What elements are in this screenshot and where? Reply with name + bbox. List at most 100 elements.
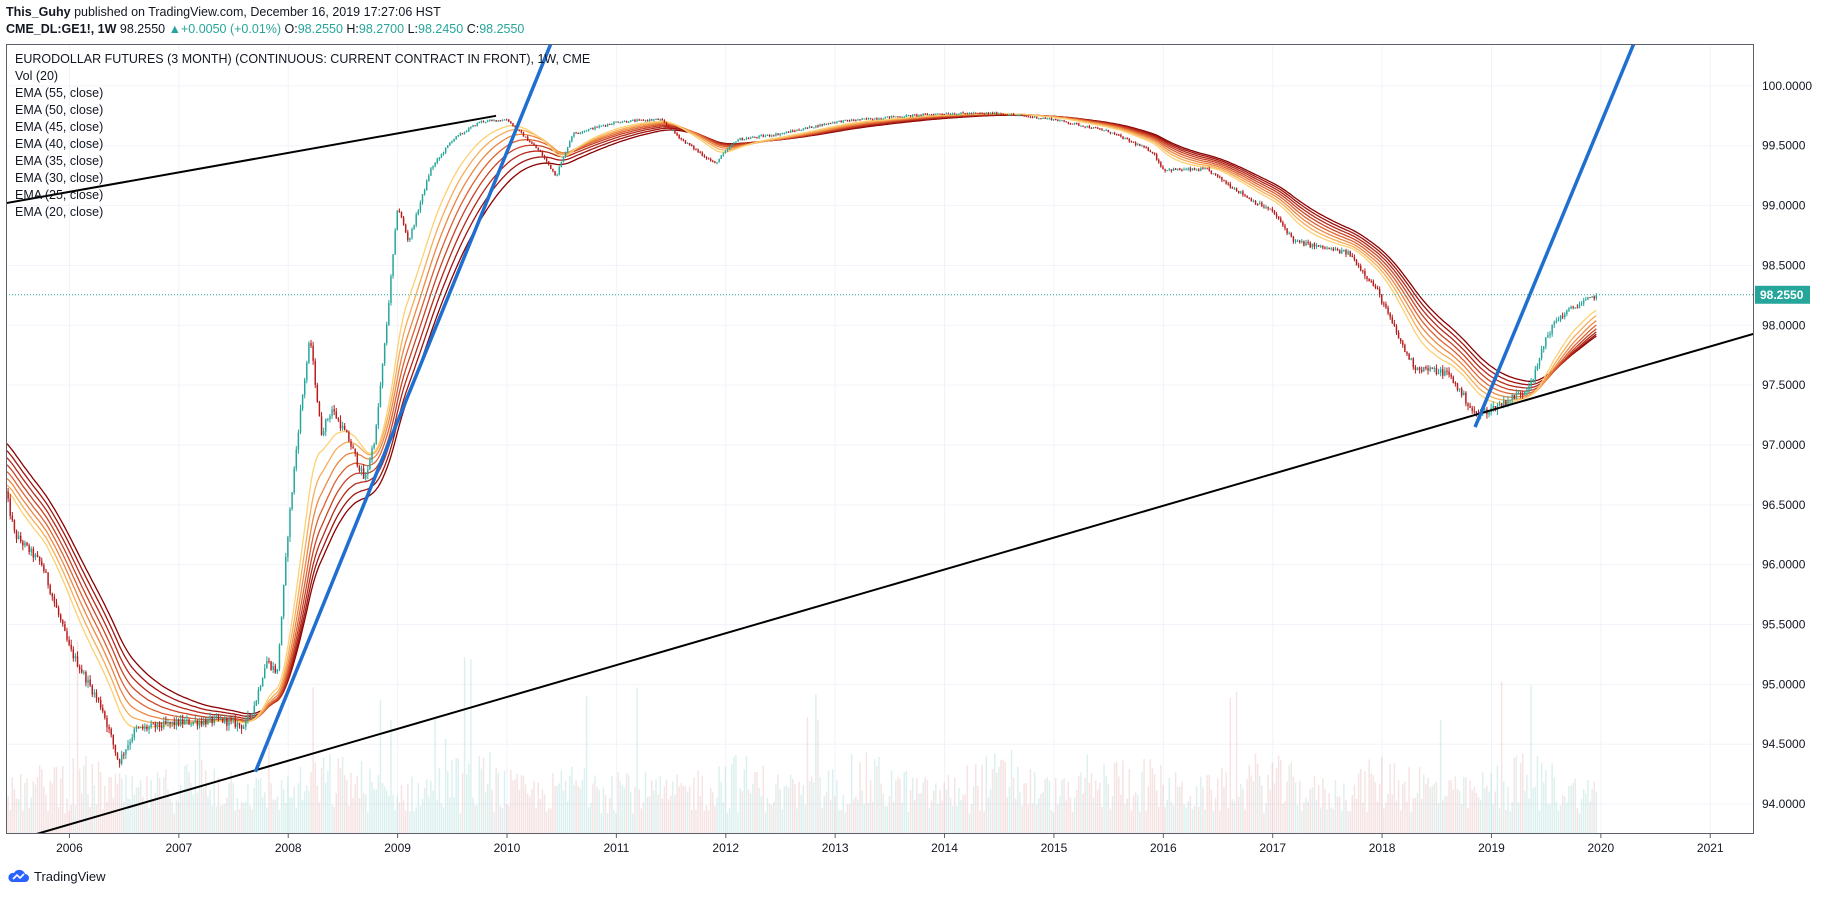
volume-bar bbox=[779, 789, 781, 834]
volume-bar bbox=[825, 791, 828, 834]
y-tick-label: 95.5000 bbox=[1762, 618, 1806, 632]
volume-bar bbox=[1328, 793, 1330, 834]
legend-ema-55[interactable]: EMA (55, close) bbox=[15, 86, 104, 100]
candle-body bbox=[108, 727, 110, 729]
candle-body bbox=[865, 118, 868, 120]
volume-bar bbox=[1172, 805, 1175, 834]
volume-bar bbox=[1391, 794, 1394, 834]
y-tick-label: 98.5000 bbox=[1762, 258, 1806, 272]
volume-bar bbox=[1202, 787, 1204, 834]
footer-brand[interactable]: TradingView bbox=[6, 868, 106, 884]
candle-body bbox=[947, 113, 950, 115]
candle-body bbox=[259, 686, 262, 690]
candle-body bbox=[1313, 243, 1316, 247]
volume-bar bbox=[463, 657, 466, 834]
volume-bar bbox=[282, 788, 285, 834]
candle-body bbox=[1046, 118, 1049, 120]
legend-ema-20[interactable]: EMA (20, close) bbox=[15, 205, 104, 219]
trendline-blue-2019-rally[interactable] bbox=[1473, 44, 1636, 428]
candle-body bbox=[1136, 144, 1139, 146]
candle-body bbox=[1549, 333, 1551, 336]
volume-bar bbox=[583, 767, 586, 834]
candle-body bbox=[232, 719, 234, 721]
candle-body bbox=[1574, 307, 1577, 309]
candle-body bbox=[339, 419, 342, 429]
volume-bar bbox=[205, 770, 207, 834]
candle-body bbox=[1429, 367, 1431, 371]
volume-bar bbox=[531, 788, 533, 834]
candle-body bbox=[998, 113, 1000, 115]
candle-body bbox=[1191, 168, 1194, 171]
volume-bar bbox=[993, 753, 996, 834]
candle-body bbox=[11, 515, 14, 521]
candle-body bbox=[1338, 250, 1341, 254]
volume-bar bbox=[19, 774, 22, 834]
candle-body bbox=[453, 138, 455, 142]
candle-body bbox=[1532, 379, 1534, 381]
volume-bar bbox=[541, 789, 544, 834]
volume-bar bbox=[802, 785, 804, 834]
volume-bar bbox=[640, 808, 643, 834]
volume-bar bbox=[1366, 811, 1368, 834]
candle-body bbox=[141, 726, 144, 729]
volume-bar bbox=[24, 782, 26, 834]
candle-body bbox=[1410, 358, 1412, 360]
volume-bar bbox=[392, 794, 394, 834]
volume-bar bbox=[848, 803, 851, 834]
legend-ema-25[interactable]: EMA (25, close) bbox=[15, 188, 104, 202]
volume-bar bbox=[537, 782, 539, 834]
legend-ema-35[interactable]: EMA (35, close) bbox=[15, 154, 104, 168]
candle-body bbox=[247, 714, 249, 720]
trendline-upper-channel[interactable] bbox=[6, 114, 497, 205]
candle-body bbox=[396, 210, 399, 231]
legend-title[interactable]: EURODOLLAR FUTURES (3 MONTH) (CONTINUOUS… bbox=[15, 52, 591, 66]
candle-body bbox=[651, 119, 653, 121]
candle-body bbox=[945, 113, 948, 115]
volume-bar bbox=[491, 789, 493, 834]
volume-bar bbox=[564, 780, 567, 834]
legend-ema-50[interactable]: EMA (50, close) bbox=[15, 103, 104, 117]
candle-body bbox=[190, 724, 192, 726]
legend-vol[interactable]: Vol (20) bbox=[15, 69, 59, 83]
legend-ema-45[interactable]: EMA (45, close) bbox=[15, 120, 104, 134]
volume-bar bbox=[1002, 759, 1004, 834]
candle-body bbox=[1124, 138, 1126, 140]
author-name[interactable]: This_Guhy bbox=[6, 5, 71, 19]
volume-bar bbox=[810, 776, 813, 834]
volume-bar bbox=[737, 812, 739, 834]
candle-body bbox=[1330, 248, 1332, 250]
volume-bar bbox=[743, 769, 746, 834]
open-value: 98.2550 bbox=[297, 22, 343, 36]
candle-body bbox=[817, 125, 819, 127]
candle-body bbox=[398, 210, 401, 212]
legend-ema-30[interactable]: EMA (30, close) bbox=[15, 171, 104, 185]
trendline-lower-channel[interactable] bbox=[36, 332, 1754, 834]
volume-bar bbox=[346, 780, 348, 834]
chart-frame bbox=[6, 44, 1754, 834]
candle-body bbox=[1242, 191, 1244, 195]
volume-bar bbox=[630, 792, 632, 834]
candle-body bbox=[678, 135, 680, 139]
volume-bar bbox=[1036, 804, 1038, 834]
volume-bar bbox=[436, 799, 438, 834]
legend-ema-40[interactable]: EMA (40, close) bbox=[15, 137, 104, 151]
volume-bar bbox=[1229, 697, 1232, 834]
volume-bar bbox=[66, 798, 68, 834]
candle-body bbox=[543, 155, 546, 159]
volume-bar bbox=[1345, 800, 1347, 834]
candle-body bbox=[529, 140, 531, 143]
current-price-tag bbox=[1755, 285, 1810, 304]
candle-body bbox=[619, 122, 621, 124]
x-tick-label: 2020 bbox=[1588, 841, 1615, 855]
candle-body bbox=[289, 508, 291, 537]
candle-body bbox=[754, 136, 756, 138]
candle-body bbox=[457, 134, 460, 137]
trendline-blue-2008-rally[interactable] bbox=[253, 44, 553, 773]
candle-body bbox=[758, 135, 760, 138]
candle-body bbox=[1172, 168, 1175, 171]
candle-body bbox=[335, 411, 338, 419]
candle-body bbox=[1282, 221, 1284, 226]
candle-body bbox=[234, 719, 237, 727]
candle-body bbox=[188, 719, 190, 725]
